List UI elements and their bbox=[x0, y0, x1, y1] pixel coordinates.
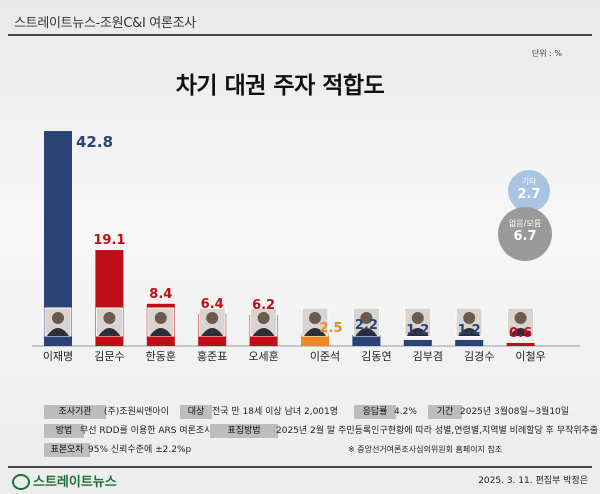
category-label: 홍준표 bbox=[197, 349, 227, 363]
bar bbox=[506, 342, 535, 346]
info-row-3: 표본오차 95% 신뢰수준에 ±2.2%p ※ 중앙선거여론조사심의위원회 홈페… bbox=[8, 443, 592, 458]
chart-title: 차기 대권 주자 적합도 bbox=[175, 73, 385, 99]
data-label: 42.8 bbox=[76, 133, 113, 151]
other-bubble: 기타 2.7 bbox=[508, 170, 550, 212]
period-value: 2025년 3월08일~3월10일 bbox=[460, 407, 570, 417]
bar-chart: 42.8 이재명 19.1 김문수 8.4 한동훈 6.4 홍준표 6.2 오세훈 2.5 이준석 2.… bbox=[32, 131, 580, 363]
data-label: 6.2 bbox=[252, 298, 275, 313]
portrait-body bbox=[201, 328, 224, 336]
logo-text: 스트레이트뉴스 bbox=[33, 475, 117, 490]
portrait-body bbox=[458, 328, 481, 336]
logo-mark-icon bbox=[12, 473, 30, 490]
rate-label: 응답률 bbox=[354, 405, 396, 419]
portrait-head bbox=[463, 312, 476, 324]
data-label: 1.2 bbox=[458, 323, 481, 338]
source-note: ※ 중앙선거여론조사심의위원회 홈페이지 참조 bbox=[348, 445, 503, 454]
target-value: 전국 만 18세 이상 남녀 2,001명 bbox=[212, 407, 339, 417]
dontknow-bubble-label: 없음/모름 bbox=[508, 219, 542, 228]
category-label: 김동연 bbox=[361, 350, 391, 363]
portrait-head bbox=[52, 312, 64, 324]
error-value: 95% 신뢰수준에 ±2.2%p bbox=[88, 445, 192, 455]
portrait-head bbox=[309, 312, 321, 324]
org-label: 조사기관 bbox=[44, 405, 106, 419]
target-label: 대상 bbox=[180, 405, 212, 419]
portrait-head bbox=[103, 312, 116, 324]
portrait-head bbox=[206, 312, 219, 324]
category-label: 오세훈 bbox=[248, 350, 278, 363]
portrait-body bbox=[509, 328, 532, 336]
header: 스트레이트뉴스-조원C&I 여론조사 bbox=[8, 6, 592, 36]
portrait-head bbox=[411, 312, 424, 324]
portrait-body bbox=[47, 328, 69, 336]
dontknow-bubble: 없음/모름 6.7 bbox=[498, 207, 552, 261]
category-label: 김부겸 bbox=[413, 350, 443, 363]
org-value: (주)조원씨앤아이 bbox=[104, 407, 169, 417]
data-label: 0.6 bbox=[509, 326, 532, 341]
portrait-head bbox=[360, 312, 373, 324]
data-label: 19.1 bbox=[93, 233, 125, 248]
data-label: 8.4 bbox=[149, 287, 172, 302]
category-label: 한동훈 bbox=[146, 350, 176, 363]
credit: 2025. 3. 11. 편집부 박정은 bbox=[478, 476, 588, 486]
category-label: 이준석 bbox=[310, 350, 340, 363]
bar bbox=[403, 339, 432, 346]
bar bbox=[301, 333, 329, 346]
bar bbox=[455, 339, 484, 346]
info-row-2: 방법 무선 RDD를 이용한 ARS 여론조사 표집방법 2025년 2월 말 … bbox=[8, 424, 598, 439]
footer: 스트레이트뉴스 2025. 3. 11. 편집부 박정은 bbox=[8, 466, 592, 490]
other-bubble-label: 기타 bbox=[521, 177, 537, 186]
rate-value: 4.2% bbox=[394, 407, 417, 417]
category-label: 김경수 bbox=[464, 350, 494, 363]
portrait-body bbox=[304, 328, 326, 336]
data-label: 2.2 bbox=[355, 318, 378, 333]
sample-value: 2025년 2월 말 주민등록인구현황에 따라 성별,연령별,지역별 비례할당 … bbox=[276, 426, 599, 436]
category-label: 김문수 bbox=[94, 350, 124, 363]
error-label: 표본오차 bbox=[44, 443, 90, 457]
bar bbox=[352, 334, 381, 346]
method-label: 방법 bbox=[44, 424, 84, 438]
period-label: 기간 bbox=[428, 405, 462, 419]
portrait-head bbox=[154, 312, 167, 324]
data-label: 1.2 bbox=[406, 323, 429, 338]
portrait-body bbox=[406, 328, 429, 336]
sample-label: 표집방법 bbox=[210, 424, 278, 438]
info-row-1: 조사기관 (주)조원씨앤아이 대상 전국 만 18세 이상 남녀 2,001명 … bbox=[8, 405, 592, 420]
unit-label: 단위 : % bbox=[531, 49, 562, 58]
logo: 스트레이트뉴스 bbox=[12, 471, 117, 491]
category-label: 이철우 bbox=[515, 350, 545, 363]
portrait-body bbox=[252, 328, 275, 336]
portrait-body bbox=[355, 328, 378, 336]
portrait-body bbox=[149, 328, 172, 336]
other-bubble-value: 2.7 bbox=[517, 187, 541, 202]
portrait-head bbox=[514, 312, 527, 324]
category-label: 이재명 bbox=[43, 350, 73, 363]
source-title: 스트레이트뉴스-조원C&I 여론조사 bbox=[14, 16, 196, 31]
portrait-head bbox=[257, 312, 270, 324]
portrait-body bbox=[98, 328, 121, 336]
method-value: 무선 RDD를 이용한 ARS 여론조사 bbox=[80, 426, 213, 436]
data-label: 6.4 bbox=[201, 297, 224, 312]
dontknow-bubble-value: 6.7 bbox=[513, 229, 537, 244]
data-label: 2.5 bbox=[319, 321, 342, 336]
